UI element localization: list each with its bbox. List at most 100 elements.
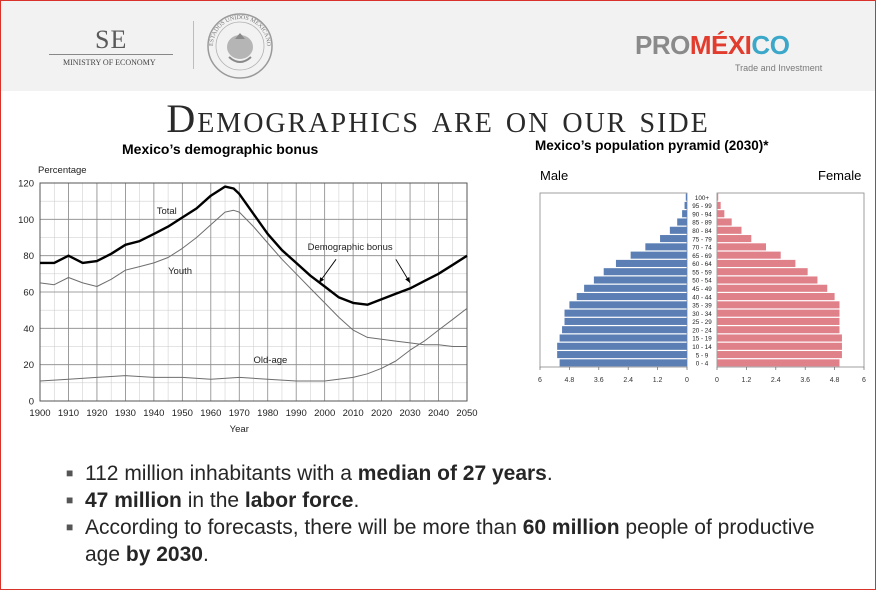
promexico-logo: PROMÉXICO [635,30,790,61]
bar-male [669,226,687,234]
x-tick-label: 1900 [29,408,50,419]
bullet-text: . [546,462,553,485]
age-group-label: 60 - 64 [692,261,712,268]
bullet-square-icon: ■ [66,493,74,507]
x-tick-label: 6 [538,377,542,384]
x-tick-label: 4.8 [830,377,840,384]
bar-male [569,301,687,309]
series-line-old-age [39,308,468,382]
bullet-square-icon: ■ [66,520,74,534]
bar-male [562,326,687,334]
bar-female [717,351,842,359]
annotation-old-age: Old-age [254,355,288,366]
demographic-bonus-line-chart: 1900 1910 1920 1930 1940 1950 1960 1970 1980 1990… [18,165,477,435]
bullet-text-bold: labor force [244,489,354,512]
bullet-text: According to forecasts, there will be mo… [85,516,523,539]
bar-female [717,326,840,334]
age-group-label: 0 - 4 [696,361,709,368]
bar-female [717,210,725,218]
age-group-label: 10 - 14 [692,344,712,351]
age-group-label: 80 - 84 [692,228,712,235]
age-group-label: 45 - 49 [692,286,712,293]
age-group-label: 90 - 94 [692,211,712,218]
x-tick-label: 6 [862,377,866,384]
x-tick-label: 0 [715,377,719,384]
bar-male [603,268,687,276]
bar-male [660,235,687,243]
bullet-text: people of productive age [85,516,815,566]
promexico-logo-mexi: MÉXI [689,30,752,60]
bar-female [717,276,818,284]
x-tick-label: 3.6 [800,377,810,384]
x-tick-label: 2000 [314,408,335,419]
se-logo-line [49,54,173,55]
promexico-tagline: Trade and Investment [735,63,823,73]
se-logo-text: SE [95,25,128,54]
x-tick-label: 2.4 [623,377,633,384]
bar-female [717,259,796,267]
bullet-item: ■ 47 million in the labor force. [66,487,826,514]
age-group-label: 85 - 89 [692,220,712,227]
annotation-total: Total [157,206,177,217]
annotation-demographic-bonus: Demographic bonus [308,242,393,253]
bar-male [684,201,687,209]
x-tick-label: 1950 [172,408,193,419]
bar-male [682,210,687,218]
bar-male [630,251,687,259]
bullet-text: . [202,543,209,566]
age-group-label: 15 - 19 [692,336,712,343]
promexico-logo-co: CO [751,30,790,60]
slide-title: Demographics are on our side [166,96,710,141]
x-tick-label: 1930 [115,408,136,419]
bullet-list: ■ 112 million inhabitants with a median o… [66,460,826,568]
x-tick-label: 1960 [200,408,221,419]
x-tick-label: 1.2 [653,377,663,384]
bar-female [717,235,752,243]
x-tick-label: 1940 [143,408,164,419]
x-tick-label: 1.2 [742,377,752,384]
bullet-item: ■ According to forecasts, there will be m… [66,514,826,568]
x-axis-label: Year [230,424,249,435]
x-tick-label: 2030 [399,408,420,419]
bar-male [615,259,687,267]
bullet-text-bold: by 2030 [125,543,203,566]
national-seal-icon: ESTADOS UNIDOS MEXICANOS [205,11,273,79]
bar-male [559,334,687,342]
y-tick-label: 20 [23,360,34,371]
line-chart-title: Mexico’s demographic bonus [122,141,319,157]
x-tick-label: 2040 [428,408,449,419]
y-axis-label: Percentage [38,165,87,176]
age-group-label: 5 - 9 [696,352,709,359]
age-group-label: 65 - 69 [692,253,712,260]
y-tick-label: 80 [23,251,34,262]
bar-female [717,359,840,367]
series-line-total [40,185,468,306]
header-bar: SE MINISTRY OF ECONOMY ESTADOS UNIDOS ME… [1,1,875,91]
bar-female [717,226,742,234]
age-group-label: 70 - 74 [692,245,712,252]
annotation-arrow-head [318,277,325,283]
age-group-label: 100+ [695,195,710,202]
x-tick-label: 3.6 [594,377,604,384]
bar-female [717,284,828,292]
bar-male [584,284,687,292]
bar-male [645,243,687,251]
x-tick-label: 1980 [257,408,278,419]
bar-male [685,193,687,201]
bar-female [717,342,842,350]
age-group-label: 50 - 54 [692,278,712,285]
x-tick-label: 1970 [229,408,250,419]
bar-male [677,218,687,226]
x-tick-label: 1910 [58,408,79,419]
annotation-youth: Youth [168,266,192,277]
series-line-youth [39,209,467,347]
x-tick-label: 2010 [343,408,364,419]
x-tick-label: 1990 [286,408,307,419]
bar-male [564,309,687,317]
bar-male [576,293,687,301]
bullet-square-icon: ■ [66,466,74,480]
bullet-text-bold: 60 million [522,516,620,539]
bar-female [717,317,840,325]
age-group-label: 25 - 29 [692,319,712,326]
